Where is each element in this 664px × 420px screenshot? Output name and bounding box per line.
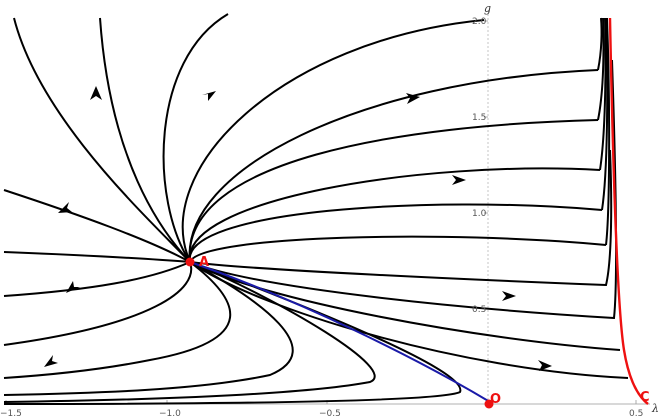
flow-line: [599, 17, 607, 171]
flow-line: [188, 119, 599, 263]
separatrix-red-curve: [608, 17, 649, 405]
flow-line: [3, 261, 191, 297]
flow-line: [3, 251, 191, 263]
separatrix-blue-curve: [189, 261, 491, 403]
flow-line: [189, 261, 621, 351]
x-tick-label: −1.5: [0, 409, 22, 419]
flow-line: [13, 17, 191, 263]
fixed-point-a-label: A: [199, 255, 209, 270]
g-axis-name: g: [484, 2, 491, 15]
flow-line: [181, 19, 485, 263]
flow-line: [188, 69, 599, 263]
flow-line: [3, 261, 232, 379]
arrow-marker: [44, 355, 58, 367]
flow-line: [189, 59, 618, 320]
arrow-marker: [58, 202, 72, 213]
flow-line: [188, 167, 601, 263]
flow-line: [3, 261, 193, 346]
arrow-marker: [202, 91, 216, 101]
flow-lines: [3, 13, 629, 405]
flow-line: [189, 149, 613, 287]
y-tick-label: 1.5: [472, 113, 486, 123]
y-tick-label: 2.0: [472, 17, 487, 27]
arrow-marker: [538, 360, 552, 371]
flow-line: [3, 189, 191, 263]
flow-line: [597, 17, 603, 71]
flow-line: [605, 17, 611, 246]
fixed-point-o-label: O: [490, 392, 501, 407]
fixed-point-c-label: C: [640, 390, 650, 405]
flow-line: [3, 261, 294, 396]
x-tick-label: 0.5: [629, 409, 643, 419]
y-tick-label: 1.0: [472, 209, 487, 219]
g-ticks: [484, 20, 488, 310]
flow-line: [162, 13, 229, 263]
flow-line: [189, 235, 607, 263]
lambda-axis-name: λ: [651, 402, 659, 415]
flow-arrows: [44, 86, 552, 371]
arrow-marker: [90, 86, 102, 100]
flow-line: [99, 17, 191, 263]
flow-line: [601, 17, 609, 211]
x-tick-label: −1.0: [159, 409, 181, 419]
fixed-point-o: [484, 399, 494, 409]
arrow-marker: [406, 93, 420, 104]
flow-line: [597, 17, 605, 121]
arrow-marker: [66, 281, 80, 293]
flow-line: [188, 203, 603, 263]
flow-line: [3, 261, 376, 403]
fixed-point-a: [185, 257, 195, 267]
x-tick-label: −0.5: [319, 409, 341, 419]
y-tick-label: 0.5: [472, 305, 486, 315]
arrow-marker: [502, 291, 516, 301]
arrow-marker: [452, 175, 466, 185]
